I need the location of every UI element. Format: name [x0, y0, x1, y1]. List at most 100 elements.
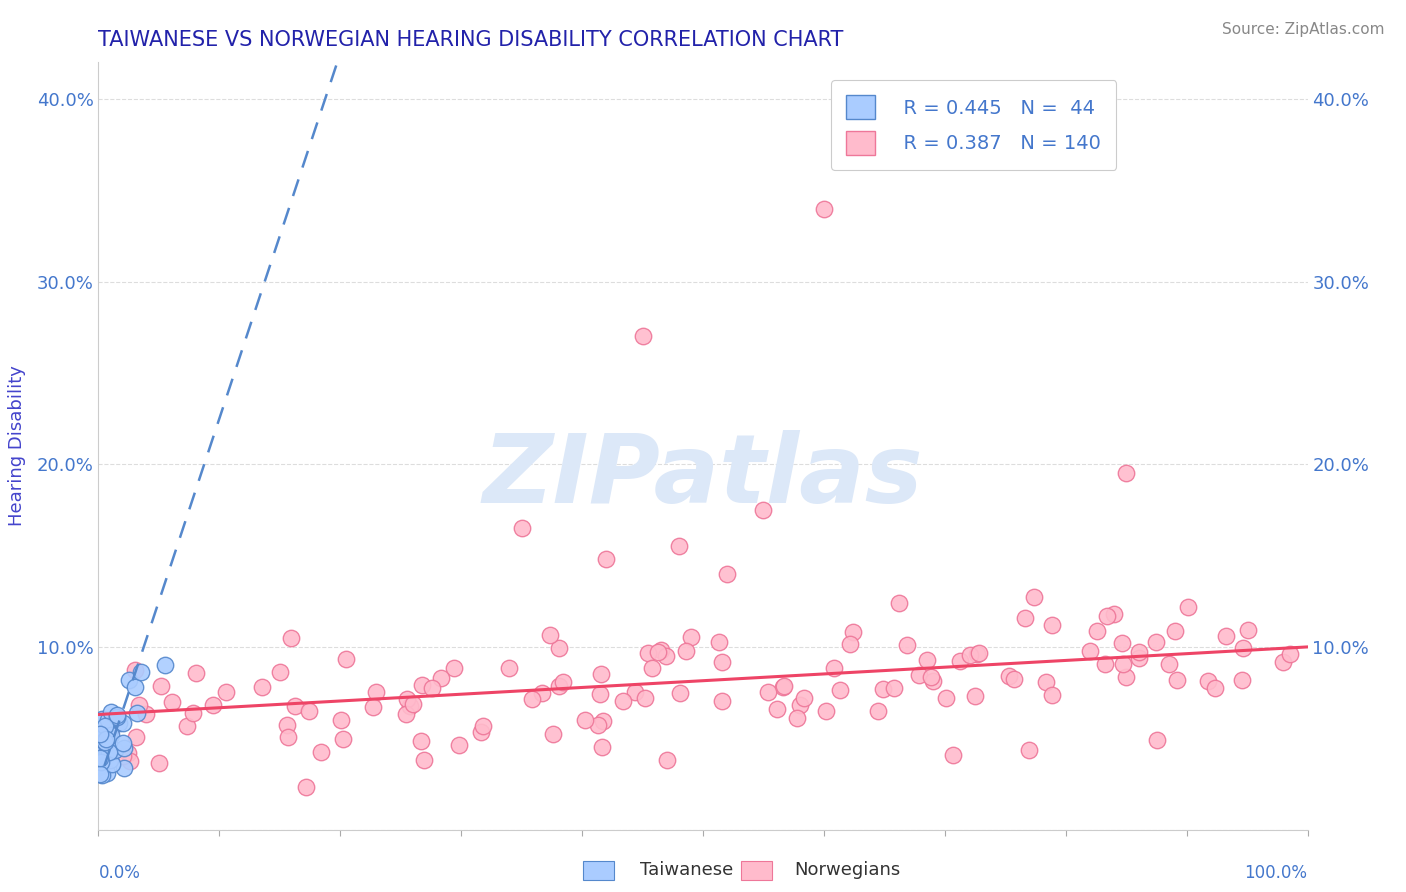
Point: [90, 738, 112, 752]
Point: [828, 682, 851, 697]
Point: [277, 730, 299, 744]
Point: [91, 727, 114, 741]
Point: [411, 734, 433, 748]
Point: [398, 699, 420, 714]
Point: [96, 732, 118, 747]
Point: [411, 677, 433, 691]
Point: [1278, 647, 1301, 661]
Point: [93, 719, 115, 733]
Point: [94, 747, 117, 761]
Point: [148, 756, 170, 770]
Point: [998, 669, 1021, 683]
Point: [655, 753, 678, 767]
Point: [181, 706, 204, 720]
Point: [100, 722, 122, 736]
Point: [655, 649, 678, 664]
Point: [650, 642, 672, 657]
Point: [98, 753, 121, 767]
Text: TAIWANESE VS NORWEGIAN HEARING DISABILITY CORRELATION CHART: TAIWANESE VS NORWEGIAN HEARING DISABILIT…: [98, 29, 844, 50]
Point: [1197, 673, 1219, 688]
Point: [1078, 644, 1101, 658]
Point: [1014, 610, 1036, 624]
Point: [96, 722, 118, 736]
Point: [813, 202, 835, 216]
Point: [364, 685, 387, 699]
Point: [773, 679, 796, 693]
Point: [298, 704, 321, 718]
Point: [922, 674, 945, 689]
Point: [1115, 670, 1137, 684]
Point: [112, 761, 135, 775]
Point: [1024, 591, 1046, 605]
Point: [1157, 657, 1180, 671]
Point: [103, 743, 125, 757]
Point: [510, 521, 533, 535]
Point: [1166, 673, 1188, 687]
Point: [150, 679, 173, 693]
Point: [668, 540, 690, 554]
Point: [420, 681, 443, 695]
Text: 100.0%: 100.0%: [1244, 864, 1308, 882]
Point: [592, 714, 614, 728]
Legend:   R = 0.445   N =  44,   R = 0.387   N = 140: R = 0.445 N = 44, R = 0.387 N = 140: [831, 79, 1116, 170]
Point: [120, 754, 142, 768]
Point: [201, 698, 224, 712]
Point: [917, 653, 939, 667]
Point: [710, 694, 733, 708]
Point: [335, 652, 357, 666]
Point: [129, 665, 152, 680]
Point: [269, 665, 291, 679]
Point: [91, 712, 114, 726]
Text: Norwegians: Norwegians: [794, 861, 901, 879]
Point: [586, 718, 609, 732]
Point: [93, 734, 115, 748]
Point: [449, 738, 471, 752]
Point: [967, 647, 990, 661]
Point: [679, 630, 702, 644]
Point: [551, 675, 574, 690]
Point: [612, 694, 634, 708]
Point: [128, 698, 150, 712]
Point: [793, 691, 815, 706]
Point: [402, 698, 425, 712]
Point: [1177, 599, 1199, 614]
Point: [395, 692, 418, 706]
Point: [430, 671, 453, 685]
Point: [1128, 651, 1150, 665]
Text: 0.0%: 0.0%: [98, 864, 141, 882]
Point: [547, 640, 569, 655]
Point: [1040, 688, 1063, 702]
Point: [96, 725, 118, 739]
Point: [838, 637, 860, 651]
Point: [548, 679, 571, 693]
Point: [93, 729, 115, 743]
Point: [135, 707, 157, 722]
Point: [920, 670, 942, 684]
Point: [125, 730, 148, 744]
Point: [872, 681, 894, 696]
Point: [125, 706, 148, 720]
Point: [538, 628, 561, 642]
Point: [541, 727, 564, 741]
Point: [280, 632, 302, 646]
Point: [1230, 673, 1253, 687]
Point: [752, 503, 775, 517]
Point: [89, 767, 111, 781]
Text: ZIPatlas: ZIPatlas: [482, 430, 924, 524]
Point: [117, 746, 139, 760]
Point: [866, 704, 889, 718]
Point: [112, 715, 135, 730]
Point: [842, 624, 865, 639]
Point: [675, 644, 697, 658]
Point: [647, 645, 669, 659]
Text: Taiwanese: Taiwanese: [640, 861, 733, 879]
Point: [1111, 636, 1133, 650]
Point: [707, 634, 730, 648]
Point: [595, 552, 617, 566]
Point: [1095, 608, 1118, 623]
Point: [97, 725, 120, 739]
Point: [942, 748, 965, 763]
Point: [1018, 742, 1040, 756]
Point: [716, 566, 738, 581]
Point: [215, 684, 238, 698]
